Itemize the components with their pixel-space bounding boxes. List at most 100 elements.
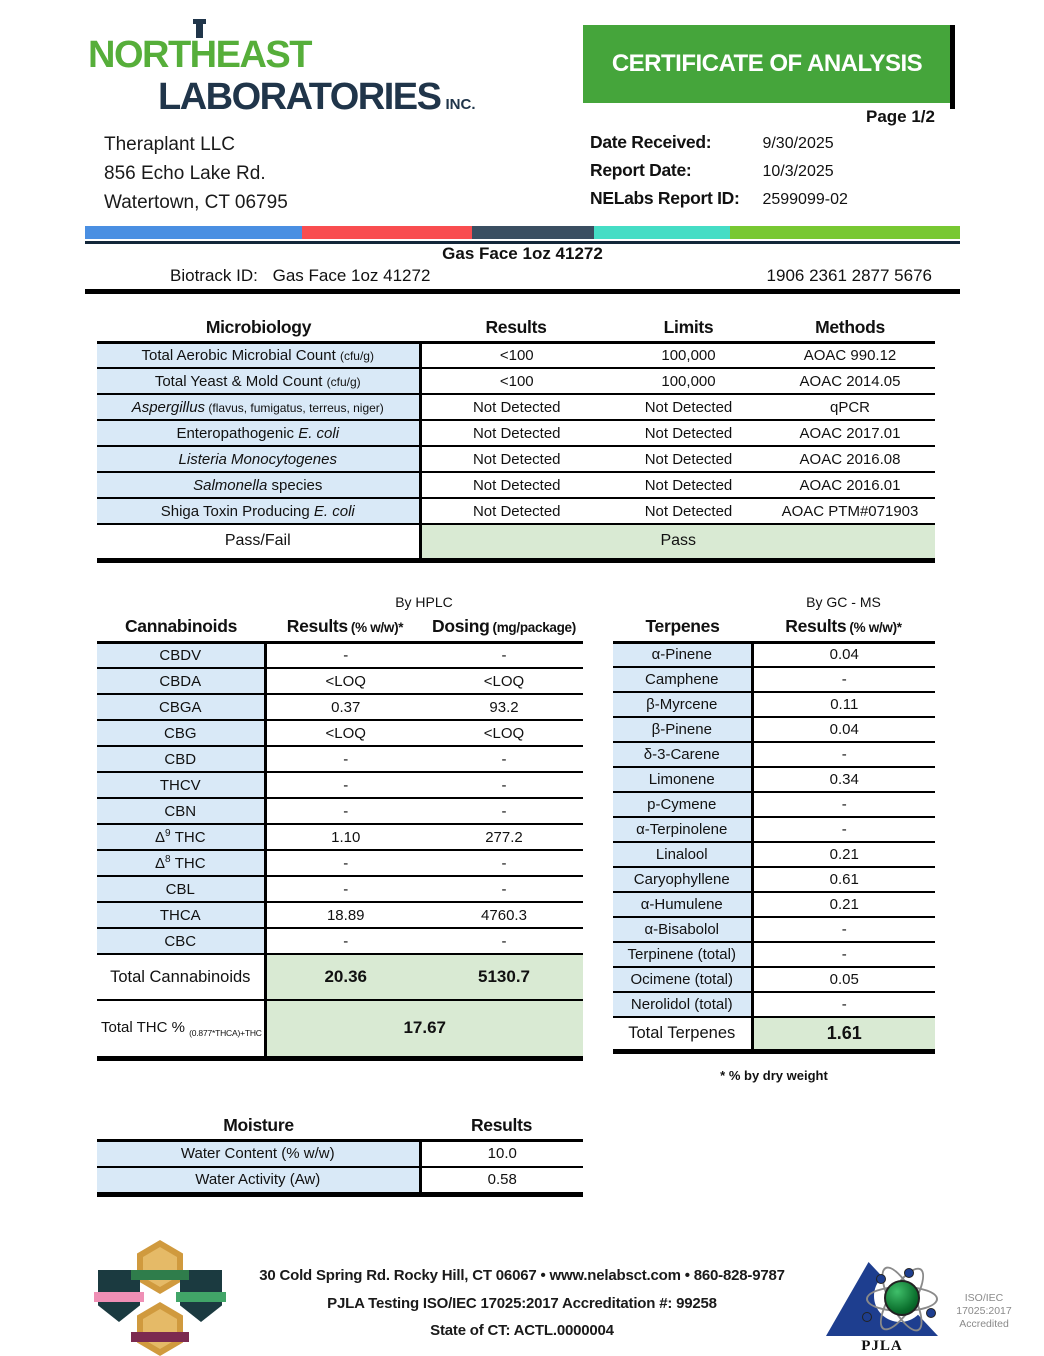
analyte-name: CBC: [97, 928, 267, 954]
analyte-name: Salmonella species: [97, 472, 422, 498]
flask-icon: [193, 19, 206, 38]
result-value: 18.89: [326, 906, 365, 924]
pjla-logo: PJLA ISO/IEC 17025:2017 Accredited: [818, 1256, 1028, 1354]
dry-weight-footnote: * % by dry weight: [720, 1068, 828, 1083]
report-fields: Date Received: 9/30/2025 Report Date: 10…: [590, 132, 848, 216]
analyte-name: CBDA: [97, 668, 267, 694]
result-value: 0.58: [487, 1171, 517, 1189]
col-header-methods: Methods: [815, 316, 885, 337]
analyte-name: p-Cymene: [613, 792, 754, 817]
limit-value: Not Detected: [644, 502, 733, 520]
bar-segment-blue: [85, 226, 302, 239]
analyte-name: Water Content (% w/w): [97, 1140, 422, 1167]
award-badge-icon: [137, 1302, 183, 1356]
result-value: 0.34: [829, 771, 859, 788]
analyte-name: Δ8 THC: [97, 850, 267, 876]
table-row: Shiga Toxin Producing E. coli Not Detect…: [97, 498, 935, 524]
emerald-test-badges: [94, 1240, 226, 1356]
client-street: 856 Echo Lake Rd.: [104, 163, 266, 184]
biotrack-value: Gas Face 1oz 41272: [272, 266, 431, 285]
total-label: Total Cannabinoids: [97, 954, 267, 1000]
result-value: -: [343, 802, 349, 820]
certificate-title-box: CERTIFICATE OF ANALYSIS: [583, 25, 951, 103]
table-row: CBD - -: [97, 746, 583, 772]
method-value: AOAC 2016.08: [799, 450, 901, 468]
table-row: CBDA <LOQ <LOQ: [97, 668, 583, 694]
pjla-accredited-line: Accredited: [959, 1318, 1009, 1330]
title-accent-bar: [950, 25, 955, 109]
dosing-value: 4760.3: [481, 906, 527, 924]
atom-nucleus-icon: [884, 1280, 920, 1316]
state-license-line: State of CT: ACTL.0000004: [430, 1322, 614, 1339]
analyte-name: CBDV: [97, 642, 267, 668]
analyte-name: Water Activity (Aw): [97, 1167, 422, 1194]
total-label: Total Terpenes: [613, 1017, 754, 1051]
pjla-label: PJLA: [861, 1338, 903, 1354]
hplc-method-note: By HPLC: [395, 594, 453, 610]
limit-value: Not Detected: [644, 424, 733, 442]
result-value: -: [343, 750, 349, 768]
electron-icon: [876, 1274, 886, 1284]
result-value: -: [343, 854, 349, 872]
sample-code: 1906 2361 2877 5676: [766, 266, 932, 285]
logo-line1: NORTHEAST: [88, 34, 312, 76]
result-value: <100: [499, 372, 534, 390]
result-value: 0.04: [829, 721, 859, 738]
table-row: Nerolidol (total) -: [613, 992, 935, 1017]
result-value: Not Detected: [472, 424, 561, 442]
analyte-name: CBG: [97, 720, 267, 746]
table-row: Δ8 THC - -: [97, 850, 583, 876]
result-value: <LOQ: [325, 672, 366, 690]
table-row: Caryophyllene 0.61: [613, 867, 935, 892]
pjla-iso-line: ISO/IEC 17025:2017: [956, 1292, 1012, 1317]
table-row: CBDV - -: [97, 642, 583, 668]
terpenes-header-row: Terpenes Results (% w/w)*: [613, 612, 935, 642]
logo-line2: LABORATORIES: [158, 76, 442, 118]
moisture-header-row: Moisture Results: [97, 1113, 583, 1140]
sample-title: Gas Face 1oz 41272: [442, 244, 603, 263]
limit-value: 100,000: [661, 346, 716, 364]
analyte-name: Caryophyllene: [613, 867, 754, 892]
lab-contact-block: 30 Cold Spring Rd. Rocky Hill, CT 06067 …: [222, 1262, 822, 1345]
result-value: 0.11: [830, 696, 859, 713]
dosing-value: -: [501, 776, 507, 794]
bar-segment-red: [302, 226, 472, 239]
method-value: AOAC 2016.01: [799, 476, 901, 494]
result-value: -: [841, 746, 847, 763]
electron-icon: [904, 1268, 914, 1278]
analyte-name: Total Yeast & Mold Count (cfu/g): [97, 368, 422, 394]
total-thc-value: 17.67: [265, 1000, 583, 1058]
table-row: p-Cymene -: [613, 792, 935, 817]
result-value: -: [841, 671, 847, 688]
page-number: Page 1/2: [866, 107, 935, 126]
client-city: Watertown, CT 06795: [104, 192, 288, 213]
dosing-value: -: [501, 750, 507, 768]
client-address-block: Theraplant LLC 856 Echo Lake Rd. Waterto…: [104, 130, 288, 217]
result-value: <100: [499, 346, 534, 364]
lab-address-line: 30 Cold Spring Rd. Rocky Hill, CT 06067 …: [259, 1267, 785, 1284]
analyte-name: Δ9 THC: [97, 824, 267, 850]
col-header-terpenes: Terpenes: [645, 615, 720, 636]
client-name: Theraplant LLC: [104, 134, 235, 155]
analyte-name: δ-3-Carene: [613, 742, 754, 767]
analyte-name: Shiga Toxin Producing E. coli: [97, 498, 422, 524]
analyte-name: CBN: [97, 798, 267, 824]
badge-ribbon: [176, 1292, 226, 1302]
table-row: THCV - -: [97, 772, 583, 798]
col-header-results: Results: [470, 1115, 533, 1136]
result-value: Not Detected: [472, 450, 561, 468]
table-row: Limonene 0.34: [613, 767, 935, 792]
result-value: <LOQ: [325, 724, 366, 742]
dosing-value: <LOQ: [483, 672, 525, 690]
limit-value: Not Detected: [644, 398, 733, 416]
result-value: -: [343, 880, 349, 898]
electron-icon: [926, 1308, 936, 1318]
moisture-table: Moisture Results Water Content (% w/w) 10…: [97, 1113, 583, 1197]
method-value: AOAC 2014.05: [799, 372, 901, 390]
col-header-microbiology: Microbiology: [205, 316, 312, 337]
award-badge-icon: [137, 1240, 183, 1294]
total-thc-label: Total THC % (0.877*THCA)+THC: [97, 1000, 267, 1058]
table-row: Linalool 0.21: [613, 842, 935, 867]
pass-fail-row: Pass/Fail Pass: [97, 524, 935, 560]
analyte-name: THCV: [97, 772, 267, 798]
